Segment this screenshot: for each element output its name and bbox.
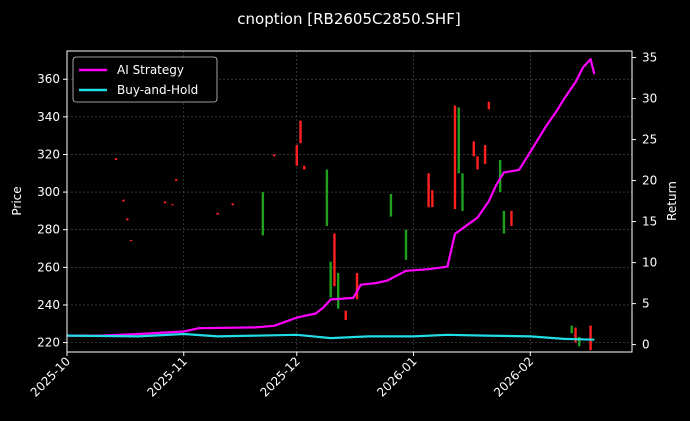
- candle: [427, 173, 430, 208]
- left-axis: 220 240 260 280 300 320 340 360: [37, 72, 67, 350]
- right-axis-label: Return: [665, 181, 679, 221]
- candle: [231, 203, 234, 206]
- right-tick-label: 10: [642, 256, 657, 270]
- candle: [261, 192, 265, 236]
- left-tick-label: 300: [37, 185, 60, 199]
- candle: [337, 272, 340, 309]
- candle: [114, 158, 118, 161]
- candle: [453, 105, 457, 210]
- candle: [325, 169, 329, 226]
- candles: [114, 101, 592, 351]
- candle: [355, 272, 359, 300]
- candle: [389, 193, 393, 217]
- candle: [299, 120, 302, 144]
- buy-and-hold-line: [66, 332, 595, 341]
- candle: [570, 325, 573, 334]
- candle: [457, 107, 460, 174]
- candle: [126, 218, 129, 221]
- candle: [404, 229, 408, 260]
- candle: [171, 204, 174, 206]
- plot-frame: [66, 50, 633, 353]
- right-tick-label: 35: [642, 51, 657, 65]
- left-axis-label: Price: [10, 186, 24, 215]
- left-tick-label: 340: [37, 110, 60, 124]
- candle: [502, 210, 506, 234]
- candle: [163, 201, 167, 204]
- candle: [487, 101, 491, 110]
- candle: [510, 210, 513, 226]
- left-tick-label: 320: [37, 147, 60, 161]
- ai-strategy-line: [67, 58, 596, 337]
- candle: [574, 327, 577, 343]
- chart-title: cnoption [RB2605C2850.SHF]: [237, 10, 460, 28]
- candle: [272, 154, 276, 157]
- candle: [476, 156, 479, 170]
- series-lines: [66, 58, 596, 341]
- left-tick-label: 240: [37, 298, 60, 312]
- left-tick-label: 280: [37, 223, 60, 237]
- right-tick-label: 15: [642, 215, 657, 229]
- right-tick-label: 25: [642, 133, 657, 147]
- left-tick-label: 260: [37, 260, 60, 274]
- candle: [461, 173, 464, 211]
- legend: AI Strategy Buy-and-Hold: [72, 56, 218, 103]
- legend-box: [72, 56, 218, 103]
- right-tick-label: 5: [642, 297, 650, 311]
- legend-label-buy-and-hold: Buy-and-Hold: [117, 83, 198, 97]
- right-tick-label: 20: [642, 174, 657, 188]
- right-tick-label: 30: [642, 92, 657, 106]
- candle: [344, 310, 347, 321]
- right-axis: 0 5 10 15 20 25 30 35: [632, 51, 657, 352]
- candle: [129, 239, 133, 242]
- candle: [175, 178, 178, 181]
- left-tick-label: 220: [37, 336, 60, 350]
- candle: [216, 212, 219, 215]
- candle: [578, 336, 581, 347]
- candle: [472, 141, 475, 157]
- candle: [333, 233, 336, 287]
- right-tick-label: 0: [642, 338, 650, 352]
- candle: [295, 145, 298, 166]
- left-tick-label: 360: [37, 72, 60, 86]
- candle: [303, 165, 306, 170]
- candle: [498, 160, 502, 193]
- candle: [122, 199, 125, 202]
- candle: [589, 325, 592, 351]
- candle: [483, 145, 487, 164]
- legend-label-ai-strategy: AI Strategy: [117, 63, 184, 77]
- candle: [431, 190, 434, 208]
- candle: [329, 261, 332, 298]
